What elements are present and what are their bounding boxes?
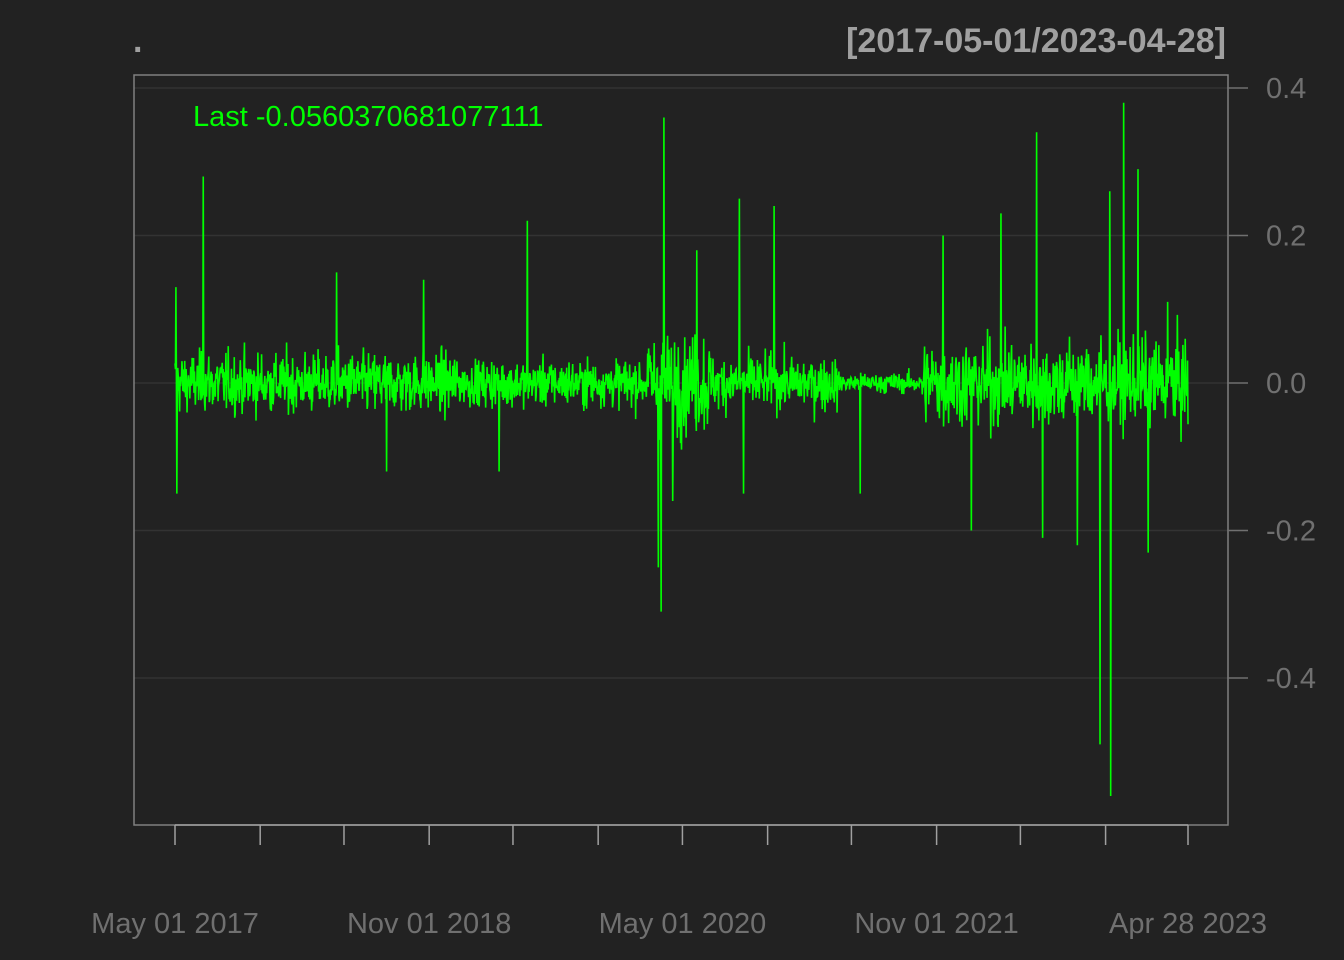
x-tick-label: May 01 2020 [599, 908, 767, 940]
series-line [174, 102, 1189, 797]
x-tick-label: Apr 28 2023 [1109, 908, 1267, 940]
chart-title: . [133, 22, 142, 60]
y-axis-ticks: 0.4 0.2 0.0 -0.2 -0.4 [1228, 73, 1316, 695]
y-tick-label: -0.4 [1266, 663, 1316, 695]
x-tick-label: Nov 01 2018 [347, 908, 511, 940]
x-tick-label: May 01 2017 [91, 908, 259, 940]
y-tick-label: 0.4 [1266, 73, 1306, 105]
x-tick-label: Nov 01 2021 [854, 908, 1018, 940]
series-path [174, 102, 1189, 797]
date-range-label: [2017-05-01/2023-04-28] [846, 22, 1226, 60]
last-value-label: Last -0.0560370681077111 [193, 101, 543, 133]
y-tick-label: 0.0 [1266, 368, 1306, 400]
x-axis-ticks [174, 824, 1189, 845]
y-tick-label: -0.2 [1266, 516, 1316, 548]
x-axis-labels: May 01 2017 Nov 01 2018 May 01 2020 Nov 01 … [91, 908, 1267, 940]
y-tick-label: 0.2 [1266, 221, 1306, 253]
